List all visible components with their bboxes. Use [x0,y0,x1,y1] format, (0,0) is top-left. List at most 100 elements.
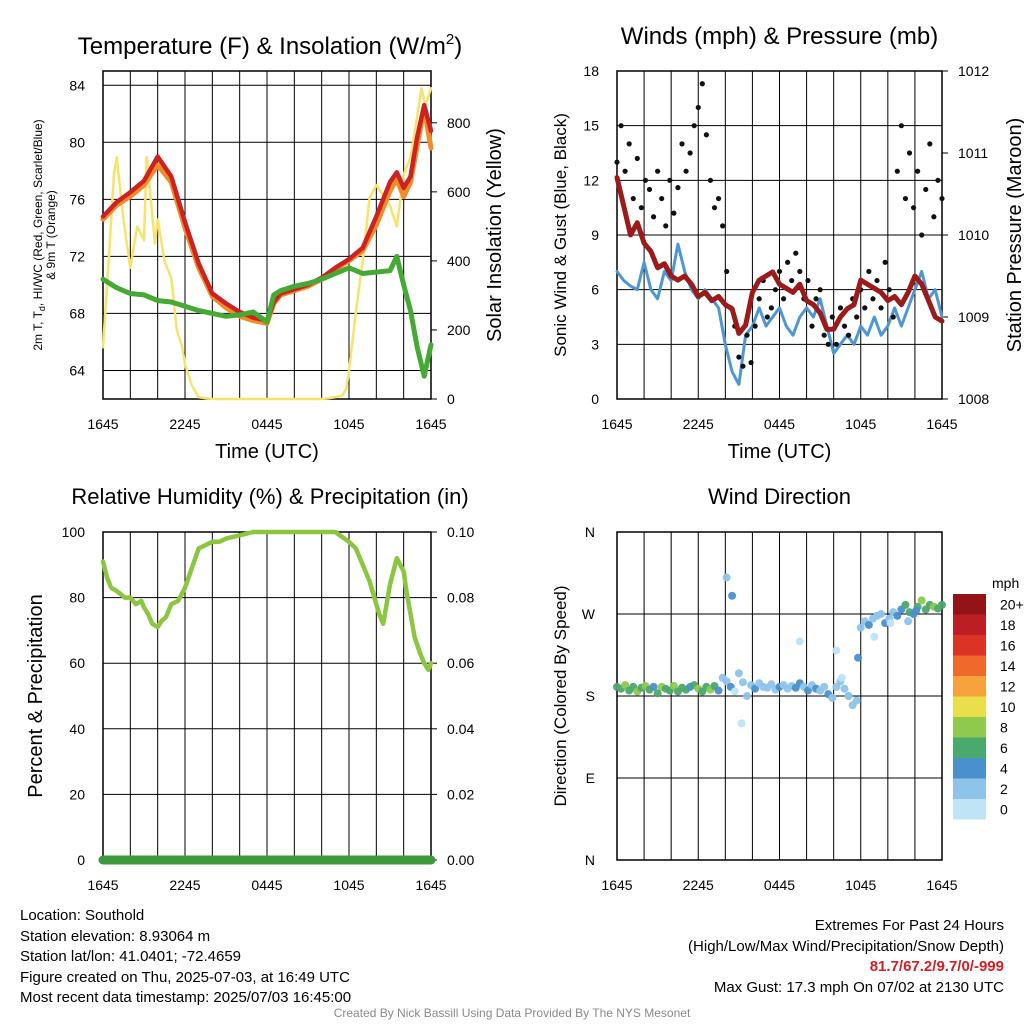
wind-y-tick-label: 0 [591,391,599,407]
direction-point [854,653,863,662]
direction-point [870,632,879,641]
gust-point [919,232,925,238]
colorbar-label: 10 [1000,699,1016,715]
direction-point [730,687,739,696]
wind-title: Winds (mph) & Pressure (mb) [621,23,938,50]
insolation-tick-label: 0 [447,391,455,407]
colorbar-label: 20+ [1000,596,1024,612]
speed-colorbar: mph 0 2 4 6 8 10 12 14 16 18 20+ [953,575,1024,820]
wind-panel: 1645 2245 0445 1045 164503691215181008100910… [551,23,1024,463]
direction-point [856,623,865,632]
gust-point [776,268,783,275]
temperature-x-tick-label: 1645 [415,416,446,432]
direction-point [901,600,910,609]
figure-created: Figure created on Thu, 2025-07-03, at 16… [20,968,350,986]
series-relative-humidity [100,529,434,673]
colorbar-label: 12 [1000,678,1016,694]
pressure-tick-label: 1009 [958,309,989,325]
direction-point [893,611,902,620]
humidity-title: Relative Humidity (%) & Precipitation (i… [71,484,468,509]
gust-point [797,268,803,275]
direction-point [803,686,812,695]
colorbar-swatch [953,758,986,779]
meteogram-figure: 1645 2245 0445 1045 164564687276808402004006… [25,23,1024,893]
precip-tick-label: 0.06 [447,655,474,671]
y-label-part: , HI/WC (Red, Green, Scarlet/Blue) [31,119,45,306]
temperature-y-tick-label: 84 [69,77,85,93]
colorbar-title: mph [992,575,1019,591]
extremes-title: Extremes For Past 24 Hours [814,917,1004,934]
direction-point [938,600,946,609]
pressure-tick-label: 1008 [958,391,989,407]
gust-point [752,323,758,329]
gust-point [764,314,770,320]
gust-point [809,323,815,329]
wind-x-tick-label: 0445 [764,416,795,432]
gust-point [789,277,795,284]
gust-point [837,305,844,311]
colorbar-label: 6 [1000,740,1008,756]
wind-y-tick-label: 9 [591,227,599,243]
y-label-line-2: & 9m T (Orange) [44,190,58,280]
gust-point [886,287,892,293]
gust-point [829,314,835,320]
series-solar-insolation [101,87,433,401]
gust-point [939,195,945,202]
gust-point [898,123,904,129]
colorbar-label: 14 [1000,658,1016,674]
gust-point [817,287,823,293]
direction-point [828,693,837,702]
pressure-tick-label: 1012 [958,63,989,79]
gust-point [740,363,746,369]
title-end: ) [454,33,462,60]
gust-point [902,195,909,202]
wind-x-tick-label: 1645 [926,416,957,432]
gust-point [630,195,636,202]
gust-point [862,305,868,311]
precip-tick-label: 0.04 [447,721,474,737]
direction-point [751,684,760,693]
wind_direction-x-tick-label: 1645 [601,877,632,893]
wind-x-tick-label: 1645 [601,416,632,432]
humidity-y-tick-label: 60 [69,655,85,671]
colorbar-label: 8 [1000,719,1008,735]
precip-tick-label: 0.00 [447,852,474,868]
series-station-pressure [614,175,945,336]
station-location: Location: Southold [20,907,145,924]
direction-point [714,686,723,695]
direction-point [904,617,913,626]
gust-point [744,332,750,338]
gust-point [878,305,884,311]
temperature-x-tick-label: 1045 [333,416,364,432]
gust-point [894,168,900,174]
gust-point [683,168,689,174]
colorbar-swatch [953,655,986,676]
gust-point [724,268,730,275]
gust-point [813,296,819,302]
direction-y-axis-label: Direction (Colored By Speed) [551,585,570,806]
direction-point [832,682,841,691]
direction-point [767,680,776,689]
title-superscript: 2 [446,31,454,48]
series-td [100,253,434,379]
temperature-panel: 1645 2245 0445 1045 1645 64 68 72 76 80 84 0 200 400 6… [31,31,506,463]
gust-point [890,314,896,320]
gust-point [772,287,779,293]
station-latlon: Station lat/lon: 41.0401; -72.4659 [20,948,242,965]
temperature-x-tick-label: 1645 [87,416,118,432]
colorbar-label: 2 [1000,781,1008,797]
latest-data-timestamp: Most recent data timestamp: 2025/07/03 1… [20,989,352,1006]
gust-point [699,81,705,87]
insolation-tick-label: 600 [447,184,471,200]
humidity-x-tick-label: 1645 [87,877,118,893]
wind-y-tick-label: 15 [583,118,599,134]
title-text: Temperature (F) & Insolation (W/m [78,33,446,60]
direction-tick-label: N [585,524,595,540]
humidity-x-tick-label: 2245 [169,877,200,893]
direction-tick-label: S [586,688,595,704]
precip-tick-label: 0.10 [447,524,474,540]
humidity-y-tick-label: 80 [69,590,85,606]
insolation-tick-label: 400 [447,253,471,269]
gust-point [622,168,628,174]
colorbar-swatch [953,737,986,758]
